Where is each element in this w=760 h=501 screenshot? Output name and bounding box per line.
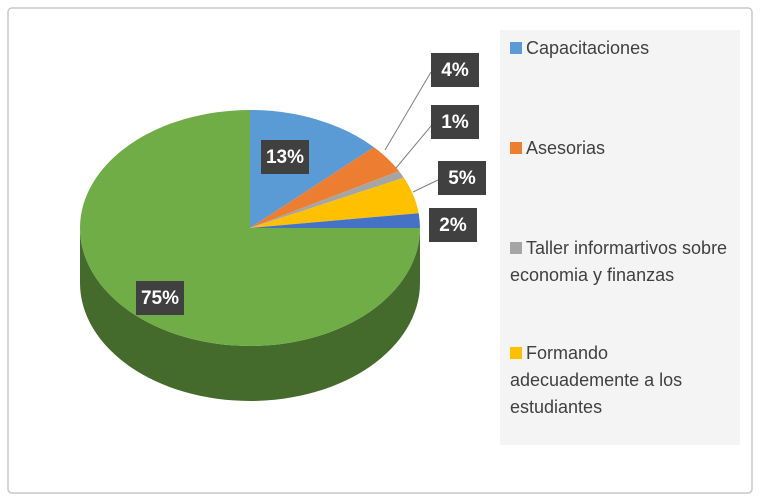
data-label: 75% [141, 288, 179, 309]
legend-entry: Taller informartivos sobre economia y fi… [510, 235, 735, 289]
slice-side [80, 228, 420, 401]
legend-label: Formando adecuademente a los estudiantes [510, 343, 683, 417]
data-label: 1% [441, 112, 469, 133]
slice [250, 177, 419, 228]
legend-entry: Formando adecuademente a los estudiantes [510, 340, 735, 421]
data-label-box [438, 161, 486, 195]
data-label-box [261, 140, 309, 174]
legend-entry: Capacitaciones [510, 35, 735, 62]
slice [250, 171, 404, 228]
data-label-box [136, 281, 184, 315]
legend-swatch [510, 42, 522, 54]
leader-line [395, 125, 432, 169]
slice [250, 147, 399, 228]
slice [250, 213, 420, 228]
legend-label: Taller informartivos sobre economia y fi… [510, 238, 728, 285]
legend-label: Asesorias [526, 138, 606, 158]
data-label-box [431, 53, 479, 87]
legend-entry: Asesorias [510, 135, 735, 162]
data-label: 2% [439, 215, 467, 236]
leader-line [384, 71, 432, 151]
legend-swatch [510, 142, 522, 154]
legend-label: Capacitaciones [526, 38, 650, 58]
slice [250, 110, 374, 228]
data-label: 5% [448, 168, 476, 189]
data-label-box [431, 105, 479, 139]
data-label: 13% [266, 147, 304, 168]
legend-swatch [510, 242, 522, 254]
leader-line [412, 179, 439, 193]
legend-swatch [510, 347, 522, 359]
data-label-box [429, 208, 477, 242]
data-label: 4% [441, 60, 469, 81]
legend: Capacitaciones Asesorias Taller informarti… [500, 30, 740, 445]
